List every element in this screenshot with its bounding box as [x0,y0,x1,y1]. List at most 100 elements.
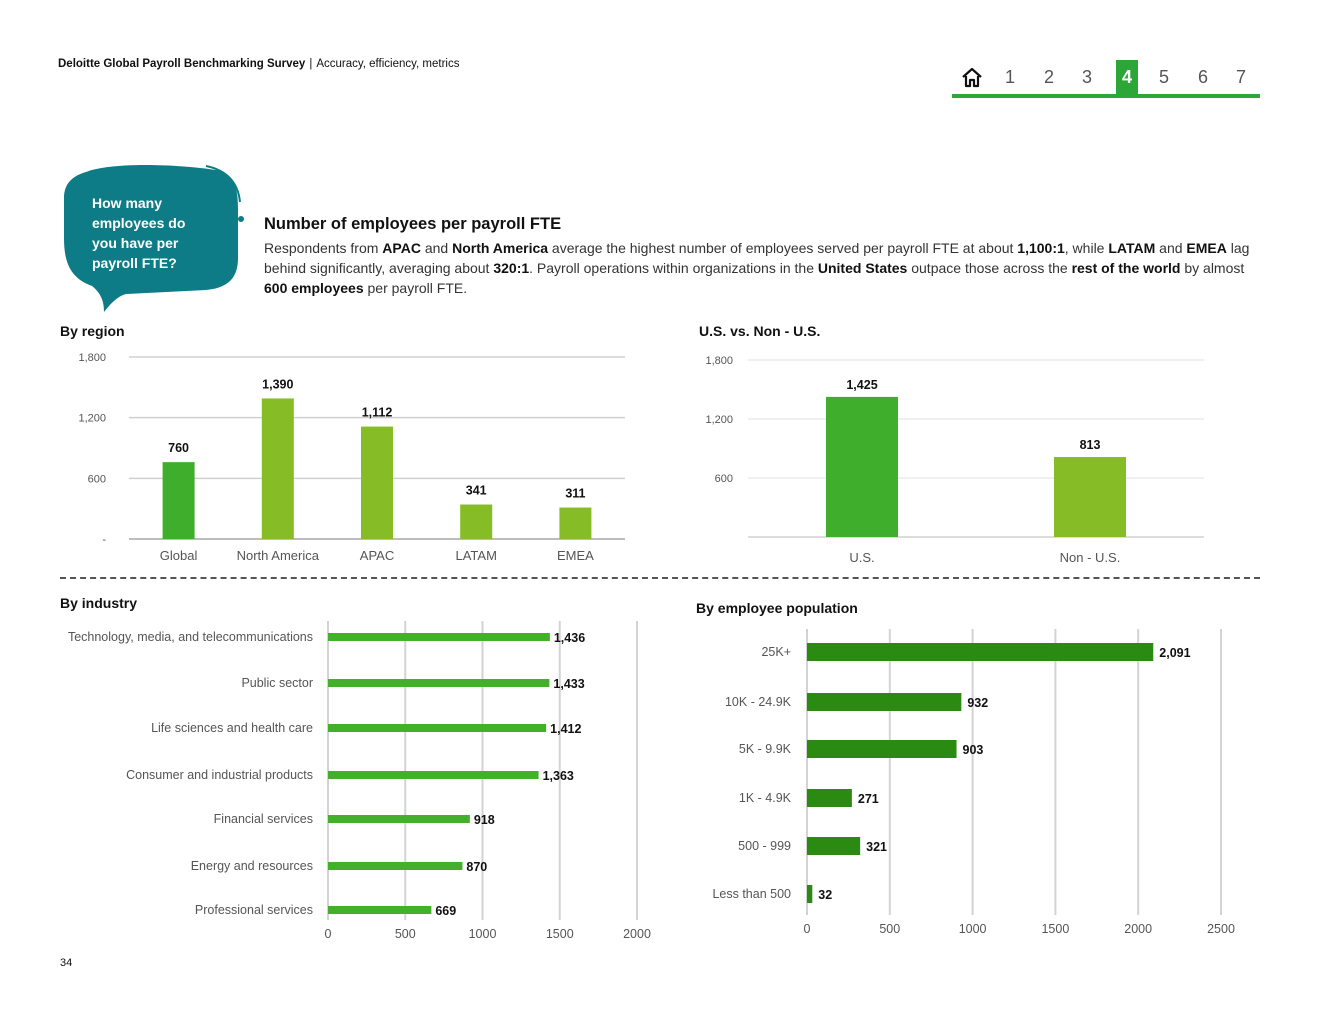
industry-category-label: Consumer and industrial products [126,768,313,782]
population-bar [807,837,861,855]
nav-page-1[interactable]: 1 [1004,67,1015,87]
population-bar [807,740,957,758]
population-category-label: 5K - 9.9K [739,742,792,756]
intro-bold: North America [452,240,549,256]
industry-category-label: Professional services [195,903,313,917]
region-bar [361,426,393,539]
region-value-label: 760 [168,441,189,455]
industry-value-label: 1,433 [553,677,584,691]
population-category-label: 500 - 999 [738,839,791,853]
question-bubble [64,165,244,312]
industry-category-label: Technology, media, and telecommunication… [68,630,313,644]
region-bar [162,462,195,539]
industry-x-tick-label: 1500 [546,927,574,941]
industry-bar [328,815,470,823]
nav-page-7[interactable]: 7 [1235,67,1246,87]
nav-page-6[interactable]: 6 [1197,67,1208,87]
intro-bold: rest of the world [1071,260,1181,276]
intro-bold: APAC [382,240,421,256]
industry-value-label: 1,436 [554,631,585,645]
region-y-tick-label: - [102,534,106,546]
population-x-tick-label: 1500 [1041,922,1069,936]
page-navigation: 1 2 3 4 5 6 7 [952,60,1260,98]
question-line: employees do [92,215,186,231]
question-line: you have per [92,235,179,251]
region-bar [261,398,294,539]
region-bar-chart: - 600 1,200 1,800 760 Global 1,390 North Americ… [78,352,625,563]
region-value-label: 1,112 [362,406,393,420]
intro-bold: LATAM [1108,240,1156,256]
population-bar [807,789,852,807]
nav-underline [952,94,1260,98]
population-x-tick-label: 0 [804,922,811,936]
population-category-label: 10K - 24.9K [725,695,792,709]
population-value-label: 271 [858,792,879,806]
region-y-tick-label: 1,200 [78,413,106,425]
industry-x-tick-label: 0 [325,927,332,941]
population-x-tick-label: 2000 [1124,922,1152,936]
us-category-label: Non - U.S. [1060,550,1121,565]
report-header: Deloitte Global Payroll Benchmarking Sur… [58,58,459,70]
question-line: How many [92,195,163,211]
population-bar-chart: 0 500 1000 1500 2000 2500 2,091 25K+ 932 10K - 24… [712,629,1235,936]
industry-x-tick-label: 500 [395,927,416,941]
population-value-label: 2,091 [1159,646,1190,660]
home-icon[interactable] [960,66,984,90]
us-bar-chart: 600 1,200 1,800 1,425 U.S. 813 Non - U.S. [705,355,1204,565]
intro-text: lag behind significantly, averaging abou… [264,240,1250,276]
region-y-tick-label: 1,800 [78,352,106,364]
industry-bar [328,633,550,641]
industry-category-label: Public sector [241,676,313,690]
region-value-label: 1,390 [262,377,293,391]
intro-bold: EMEA [1186,240,1227,256]
section-divider [60,577,1260,579]
population-value-label: 932 [967,696,988,710]
population-category-label: 1K - 4.9K [739,791,792,805]
intro-title: Number of employees per payroll FTE [264,215,562,233]
us-y-tick-label: 1,800 [705,355,733,367]
intro-bold: 1,100:1 [1017,240,1065,256]
intro-text: and [420,240,453,256]
industry-bar [328,862,463,870]
industry-value-label: 1,363 [543,769,574,783]
region-category-label: APAC [360,548,394,563]
intro-text: Respondents from [264,240,383,256]
nav-page-4-active[interactable]: 4 [1116,60,1138,94]
us-y-tick-label: 1,200 [705,414,733,426]
us-category-label: U.S. [849,550,874,565]
region-category-label: Global [160,548,198,563]
nav-page-5[interactable]: 5 [1158,67,1169,87]
population-category-label: Less than 500 [712,887,791,901]
nav-page-3[interactable]: 3 [1081,67,1092,87]
industry-value-label: 918 [474,813,495,827]
intro-bold: 600 employees [264,280,364,296]
industry-value-label: 669 [435,904,456,918]
population-x-tick-label: 1000 [959,922,987,936]
nav-page-2[interactable]: 2 [1043,67,1054,87]
region-category-label: EMEA [557,548,594,563]
us-value-label: 1,425 [846,378,877,392]
region-bar [559,507,592,539]
region-value-label: 341 [466,484,487,498]
region-category-label: North America [237,548,320,563]
bubble-accent-arc [205,165,241,203]
bubble-shape [64,165,238,312]
page-number: 34 [60,957,73,969]
region-chart-title: By region [60,323,125,339]
question-line: payroll FTE? [92,255,177,271]
us-chart-title: U.S. vs. Non - U.S. [699,323,821,339]
population-value-label: 32 [818,888,832,902]
industry-x-tick-label: 2000 [623,927,651,941]
industry-bar-chart: 0 500 1000 1500 2000 1,436 Technology, media, … [68,621,651,941]
population-x-tick-label: 2500 [1207,922,1235,936]
intro-paragraph: Respondents from APAC and North America … [264,238,1264,298]
industry-bar [328,906,432,914]
region-bar [460,504,493,539]
population-value-label: 321 [866,840,887,854]
industry-bar [328,771,539,779]
industry-category-label: Energy and resources [191,859,313,873]
intro-text: outpace those across the [907,260,1072,276]
header-separator: | [309,58,313,70]
population-category-label: 25K+ [761,645,791,659]
